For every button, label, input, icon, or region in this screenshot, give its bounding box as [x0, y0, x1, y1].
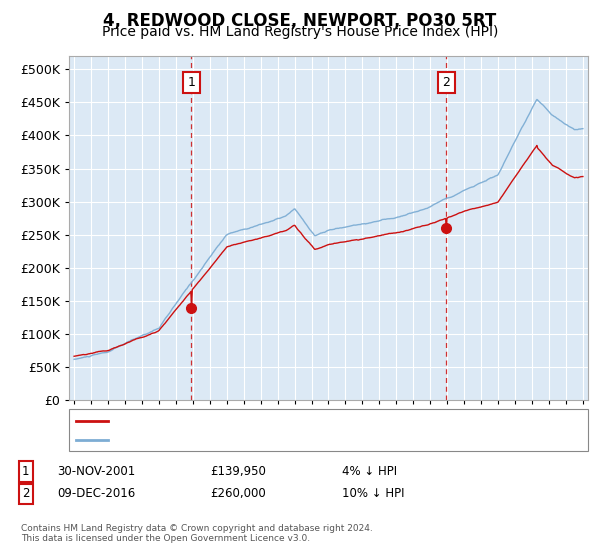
Text: £139,950: £139,950	[210, 465, 266, 478]
Text: 1: 1	[188, 76, 196, 89]
Text: 10% ↓ HPI: 10% ↓ HPI	[342, 487, 404, 501]
Text: 09-DEC-2016: 09-DEC-2016	[57, 487, 135, 501]
Text: 2: 2	[22, 487, 29, 501]
Text: 4, REDWOOD CLOSE, NEWPORT, PO30 5RT: 4, REDWOOD CLOSE, NEWPORT, PO30 5RT	[103, 12, 497, 30]
Text: Price paid vs. HM Land Registry's House Price Index (HPI): Price paid vs. HM Land Registry's House …	[102, 25, 498, 39]
Text: £260,000: £260,000	[210, 487, 266, 501]
Text: HPI: Average price, detached house, Isle of Wight: HPI: Average price, detached house, Isle…	[112, 434, 404, 447]
Text: This data is licensed under the Open Government Licence v3.0.: This data is licensed under the Open Gov…	[21, 534, 310, 543]
Text: 30-NOV-2001: 30-NOV-2001	[57, 465, 135, 478]
Text: 1: 1	[22, 465, 29, 478]
Text: 4, REDWOOD CLOSE, NEWPORT, PO30 5RT (detached house): 4, REDWOOD CLOSE, NEWPORT, PO30 5RT (det…	[112, 414, 471, 427]
Text: Contains HM Land Registry data © Crown copyright and database right 2024.: Contains HM Land Registry data © Crown c…	[21, 524, 373, 533]
Text: 2: 2	[442, 76, 451, 89]
Text: 4% ↓ HPI: 4% ↓ HPI	[342, 465, 397, 478]
